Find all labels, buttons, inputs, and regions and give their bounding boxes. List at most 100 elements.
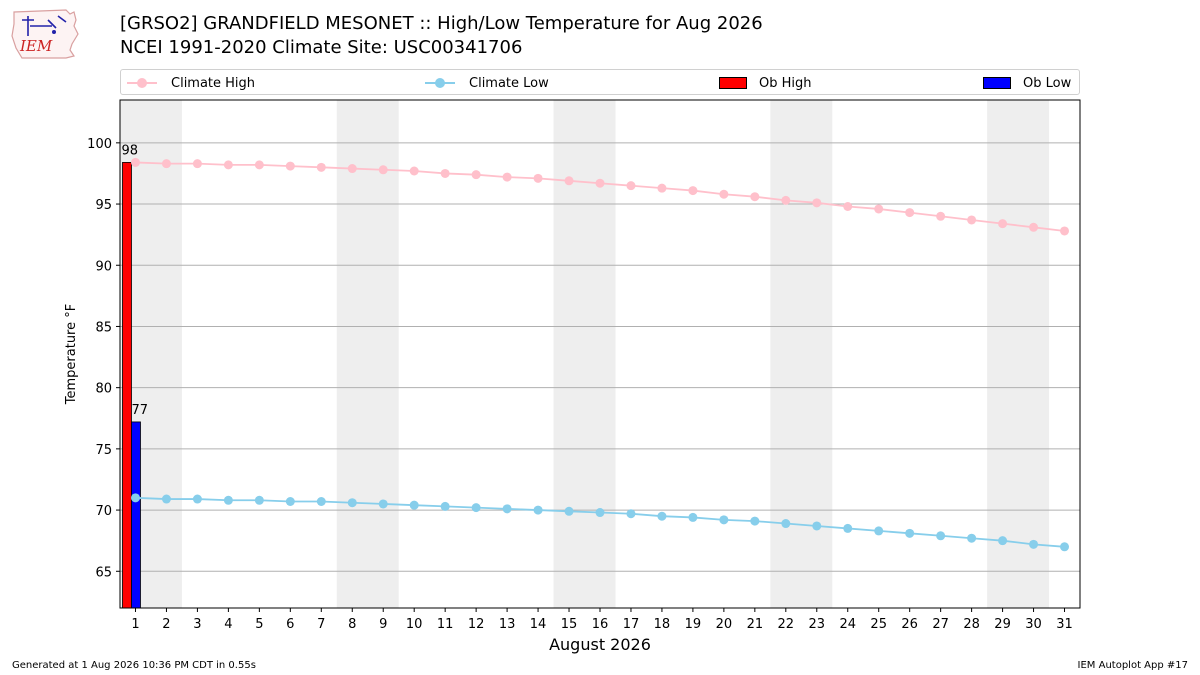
x-tick-label: 21 <box>747 617 764 632</box>
x-tick-label: 22 <box>778 617 795 632</box>
climate-low-point-23 <box>812 521 822 531</box>
x-tick-label: 1 <box>131 617 139 632</box>
bar-label-ob-low: 77 <box>131 403 148 418</box>
x-tick-label: 5 <box>255 617 263 632</box>
climate-low-point-10 <box>409 500 419 510</box>
climate-low-point-27 <box>936 531 946 541</box>
ob-high-swatch <box>719 77 747 89</box>
weekend-shade-3 <box>770 100 833 608</box>
climate-low-point-11 <box>440 501 450 511</box>
climate-high-point-19 <box>688 186 698 196</box>
legend-item-ob-low: Ob Low <box>983 74 1071 92</box>
x-tick-label: 8 <box>348 617 356 632</box>
x-tick-label: 6 <box>286 617 294 632</box>
y-tick-label: 85 <box>95 320 112 335</box>
legend-item-climate-high: Climate High <box>127 74 255 92</box>
x-tick-label: 13 <box>499 617 516 632</box>
climate-low-point-9 <box>378 499 388 509</box>
footer-app: IEM Autoplot App #17 <box>1077 660 1188 671</box>
climate-low-point-29 <box>998 536 1008 546</box>
x-tick-label: 14 <box>530 617 547 632</box>
climate-low-point-20 <box>719 515 729 525</box>
climate-high-point-6 <box>285 161 295 171</box>
climate-low-point-19 <box>688 512 698 522</box>
bar-ob-high-1 <box>122 162 132 609</box>
legend-item-climate-low: Climate Low <box>425 74 549 92</box>
footer-generated: Generated at 1 Aug 2026 10:36 PM CDT in … <box>12 660 256 671</box>
x-tick-label: 9 <box>379 617 387 632</box>
x-tick-label: 24 <box>839 617 856 632</box>
y-tick-label: 90 <box>95 259 112 274</box>
x-tick-label: 7 <box>317 617 325 632</box>
bar-ob-low-1 <box>131 421 141 609</box>
climate-low-point-16 <box>595 508 605 518</box>
climate-low-point-21 <box>750 516 760 526</box>
x-tick-label: 3 <box>193 617 201 632</box>
climate-high-point-4 <box>223 160 233 170</box>
climate-low-point-7 <box>316 497 326 507</box>
climate-low-point-31 <box>1060 542 1070 552</box>
x-tick-label: 26 <box>901 617 918 632</box>
climate-low-point-13 <box>502 504 512 514</box>
legend-label-climate-high: Climate High <box>171 75 256 91</box>
climate-high-point-7 <box>316 162 326 172</box>
ob-low-swatch <box>983 77 1011 89</box>
climate-low-point-12 <box>471 503 481 513</box>
y-tick-label: 65 <box>95 565 112 580</box>
x-tick-label: 23 <box>809 617 826 632</box>
climate-high-line-swatch <box>127 78 157 88</box>
climate-high-point-1 <box>130 157 140 167</box>
climate-high-point-26 <box>905 208 915 218</box>
bar-label-ob-high: 98 <box>121 143 138 158</box>
y-tick-label: 75 <box>95 443 112 458</box>
climate-low-point-5 <box>254 495 264 505</box>
chart-title: [GRSO2] GRANDFIELD MESONET :: High/Low T… <box>120 12 763 60</box>
climate-high-point-5 <box>254 160 264 170</box>
climate-high-point-20 <box>719 189 729 199</box>
logo-text: IEM <box>19 37 53 55</box>
climate-high-point-12 <box>471 170 481 180</box>
x-tick-label: 10 <box>406 617 423 632</box>
weekend-shade-1 <box>336 100 399 608</box>
y-tick-label: 100 <box>87 137 112 152</box>
climate-high-point-29 <box>998 219 1008 229</box>
climate-high-point-10 <box>409 166 419 176</box>
climate-low-line-swatch <box>425 78 455 88</box>
climate-high-point-14 <box>533 173 543 183</box>
x-tick-label: 4 <box>224 617 232 632</box>
x-tick-label: 30 <box>1025 617 1042 632</box>
climate-low-point-24 <box>843 523 853 533</box>
climate-low-point-3 <box>192 494 202 504</box>
climate-high-point-15 <box>564 176 574 186</box>
x-tick-label: 28 <box>963 617 980 632</box>
climate-high-point-22 <box>781 195 791 205</box>
climate-low-point-30 <box>1029 539 1039 549</box>
iem-logo: IEM <box>11 9 79 59</box>
legend: Climate High Climate Low Ob High Ob Low <box>120 69 1080 95</box>
climate-low-point-4 <box>223 495 233 505</box>
climate-high-point-11 <box>440 168 450 178</box>
x-tick-label: 29 <box>994 617 1011 632</box>
climate-low-point-6 <box>285 497 295 507</box>
climate-high-point-24 <box>843 201 853 211</box>
climate-high-point-2 <box>161 159 171 169</box>
climate-low-point-28 <box>967 533 977 543</box>
climate-high-point-8 <box>347 164 357 174</box>
climate-low-point-14 <box>533 505 543 515</box>
legend-label-ob-high: Ob High <box>759 75 812 91</box>
weekend-shade-4 <box>987 100 1050 608</box>
legend-label-climate-low: Climate Low <box>469 75 549 91</box>
x-tick-label: 16 <box>592 617 609 632</box>
title-line-2: NCEI 1991-2020 Climate Site: USC00341706 <box>120 37 523 58</box>
climate-low-point-15 <box>564 506 574 516</box>
climate-high-point-21 <box>750 192 760 202</box>
climate-high-point-3 <box>192 159 202 169</box>
climate-low-point-18 <box>657 511 667 521</box>
climate-high-point-25 <box>874 204 884 214</box>
legend-item-ob-high: Ob High <box>719 74 812 92</box>
x-tick-label: 17 <box>623 617 640 632</box>
climate-high-point-17 <box>626 181 636 191</box>
x-tick-label: 25 <box>870 617 887 632</box>
x-tick-label: 11 <box>437 617 454 632</box>
title-line-1: [GRSO2] GRANDFIELD MESONET :: High/Low T… <box>120 13 763 34</box>
